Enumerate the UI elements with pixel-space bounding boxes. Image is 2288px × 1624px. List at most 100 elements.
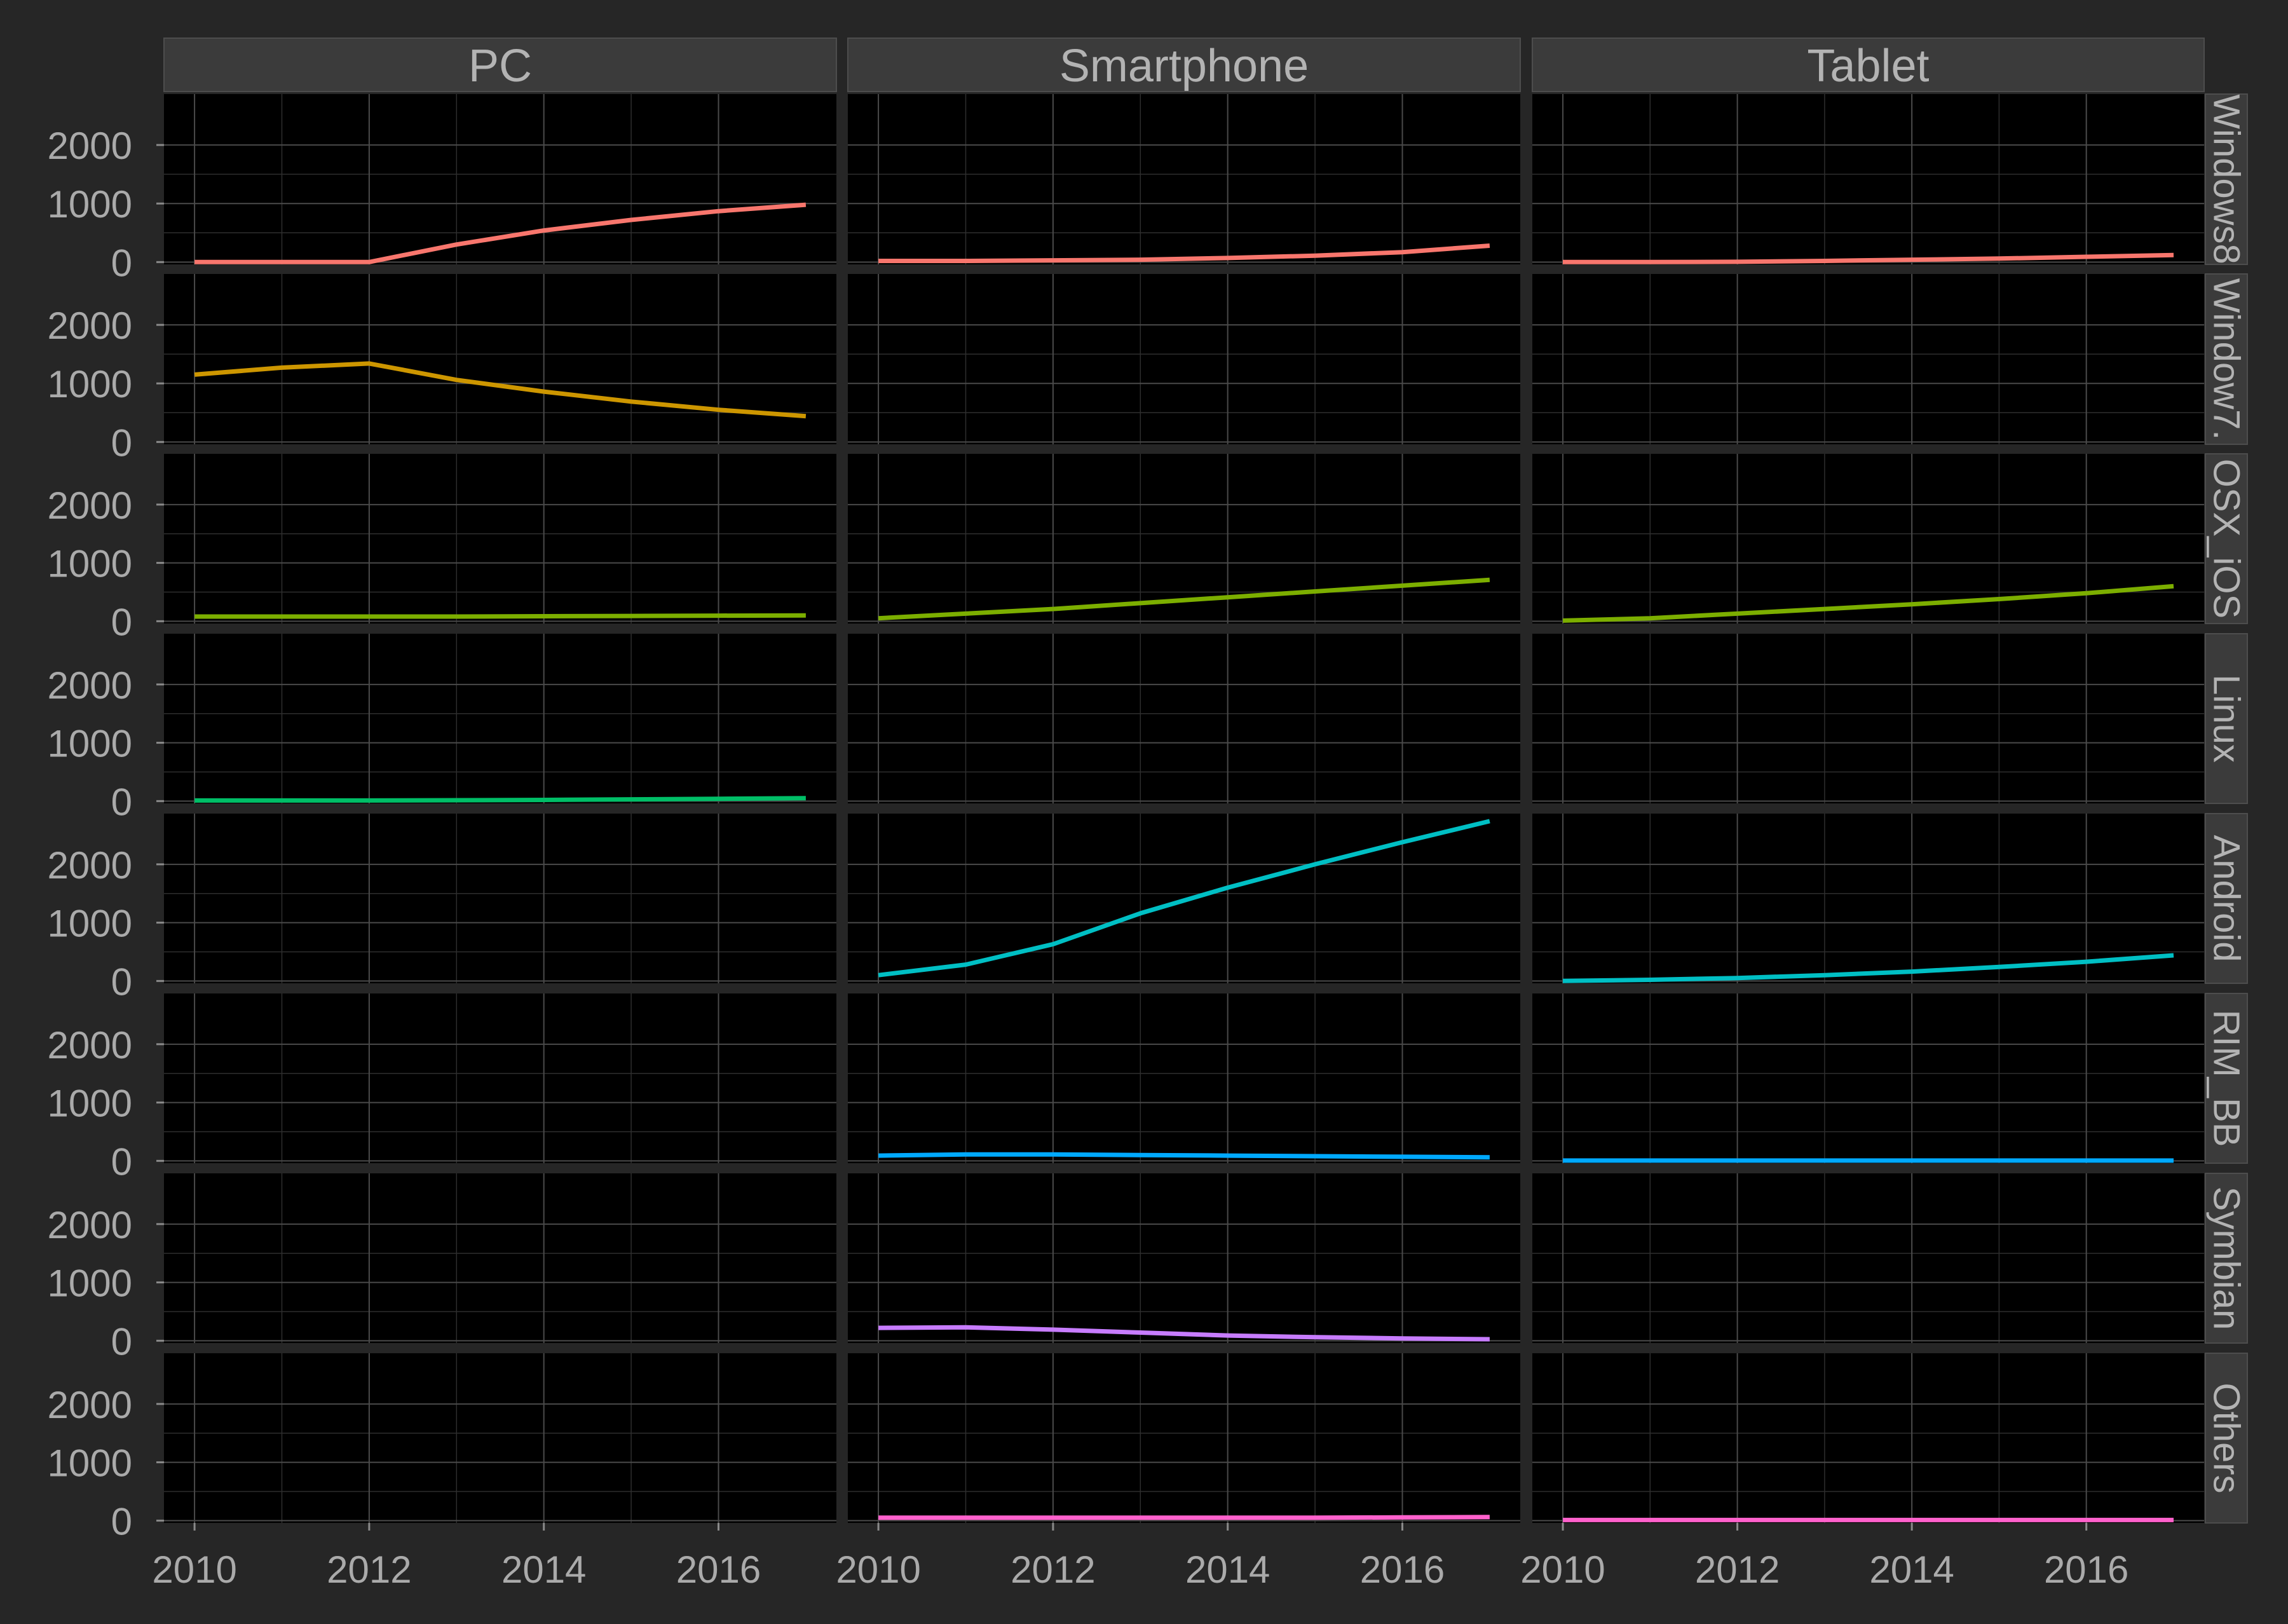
panel-others-pc [164,1353,836,1523]
y-tick-label-linux-1000: 1000 [48,723,132,765]
panel-linux-pc [164,634,836,803]
series-line-windows8-pc [194,202,807,264]
row-strip-symbian [2205,1173,2248,1344]
y-tick-label-window7-1000: 1000 [48,363,132,406]
panel-window7-smartphone [848,274,1520,444]
panel-android-pc [164,814,836,983]
series-line-android-smartphone [878,819,1490,978]
panel-background [848,274,1520,444]
series-line-others-smartphone [878,1515,1490,1520]
panel-rim-bb-pc [164,993,836,1163]
row-strip-rim-bb [2205,993,2248,1164]
panel-background [164,814,836,983]
panel-windows8-tablet [1532,94,2204,264]
panel-android-tablet [1532,814,2204,983]
panel-background [164,993,836,1163]
series-line-windows8-smartphone [878,243,1490,263]
y-tick-label-windows8-0: 0 [111,242,132,284]
panel-background [164,1173,836,1343]
panel-others-smartphone [848,1353,1520,1523]
x-tick-label-tablet-2010: 2010 [1520,1548,1605,1591]
panel-background [848,1173,1520,1343]
panel-background [164,454,836,624]
panel-background [848,1353,1520,1523]
y-tick-label-rim-bb-0: 0 [111,1140,132,1183]
panel-background [1532,634,2204,803]
y-tick-label-symbian-0: 0 [111,1320,132,1363]
y-tick-label-android-1000: 1000 [48,903,132,945]
panel-others-tablet [1532,1353,2204,1523]
row-label-others: Others [2206,1382,2247,1493]
y-tick-label-window7-0: 0 [111,421,132,464]
facet-strip-pc [163,38,837,92]
y-tick-label-others-2000: 2000 [48,1384,132,1426]
row-label-linux: Linux [2206,674,2247,763]
y-tick-label-others-1000: 1000 [48,1442,132,1485]
x-tick-label-smartphone-2012: 2012 [1011,1548,1095,1591]
y-tick-label-osx-ios-0: 0 [111,601,132,643]
row-label-android: Android [2206,835,2247,962]
panel-background [848,454,1520,624]
y-tick-label-android-0: 0 [111,960,132,1003]
row-label-windows8: Windows8 [2206,94,2247,264]
series-line-windows8-tablet [1563,252,2174,264]
facet-label-tablet: Tablet [1807,41,1929,92]
x-tick-label-pc-2016: 2016 [676,1548,761,1591]
panel-background [164,634,836,803]
row-label-window7: Window7. [2206,278,2247,440]
y-tick-label-symbian-2000: 2000 [48,1204,132,1246]
series-line-window7-pc [194,361,807,419]
panel-background [1532,94,2204,264]
row-strip-window7 [2205,273,2248,445]
panel-windows8-smartphone [848,94,1520,264]
x-tick-label-tablet-2012: 2012 [1695,1548,1780,1591]
facet-label-pc: PC [468,41,532,92]
panel-background [1532,993,2204,1163]
x-tick-label-pc-2014: 2014 [501,1548,586,1591]
panel-background [164,1353,836,1523]
x-tick-label-pc-2010: 2010 [152,1548,236,1591]
panel-background [848,94,1520,264]
row-strip-osx-ios [2205,453,2248,624]
x-tick-label-smartphone-2016: 2016 [1360,1548,1445,1591]
row-label-osx-ios: OSX_iOS [2206,459,2247,618]
x-tick-label-tablet-2016: 2016 [2044,1548,2128,1591]
series-line-osx-ios-tablet [1562,583,2174,623]
row-strip-windows8 [2205,93,2248,265]
series-line-rim-bb-smartphone [878,1152,1490,1160]
x-tick-label-pc-2012: 2012 [327,1548,411,1591]
series-line-osx-ios-pc [194,613,806,619]
x-tick-label-tablet-2014: 2014 [1869,1548,1954,1591]
facet-label-smartphone: Smartphone [1059,41,1309,92]
y-tick-label-windows8-1000: 1000 [48,183,132,226]
panel-window7-tablet [1532,274,2204,444]
series-line-android-tablet [1562,953,2174,983]
y-tick-label-rim-bb-2000: 2000 [48,1024,132,1067]
panel-background [1532,274,2204,444]
y-tick-label-linux-2000: 2000 [48,664,132,707]
row-strip-android [2205,813,2248,984]
x-tick-label-smartphone-2014: 2014 [1185,1548,1270,1591]
panel-rim-bb-tablet [1532,993,2204,1163]
facet-strip-tablet [1532,38,2205,92]
y-tick-label-symbian-1000: 1000 [48,1262,132,1305]
row-strip-linux [2205,633,2248,804]
panel-background [1532,1173,2204,1343]
panel-background [848,634,1520,803]
series-line-osx-ios-smartphone [878,577,1490,621]
panel-linux-smartphone [848,634,1520,803]
panel-background [1532,814,2204,983]
x-tick-label-smartphone-2010: 2010 [836,1548,920,1591]
panel-window7-pc [164,274,836,444]
panel-symbian-pc [164,1173,836,1343]
y-tick-label-others-0: 0 [111,1500,132,1543]
panel-rim-bb-smartphone [848,993,1520,1163]
panel-symbian-smartphone [848,1173,1520,1343]
y-tick-label-linux-0: 0 [111,781,132,823]
series-line-linux-pc [194,796,806,803]
series-line-symbian-smartphone [878,1325,1490,1342]
row-label-rim-bb: RIM_BB [2206,1010,2247,1147]
